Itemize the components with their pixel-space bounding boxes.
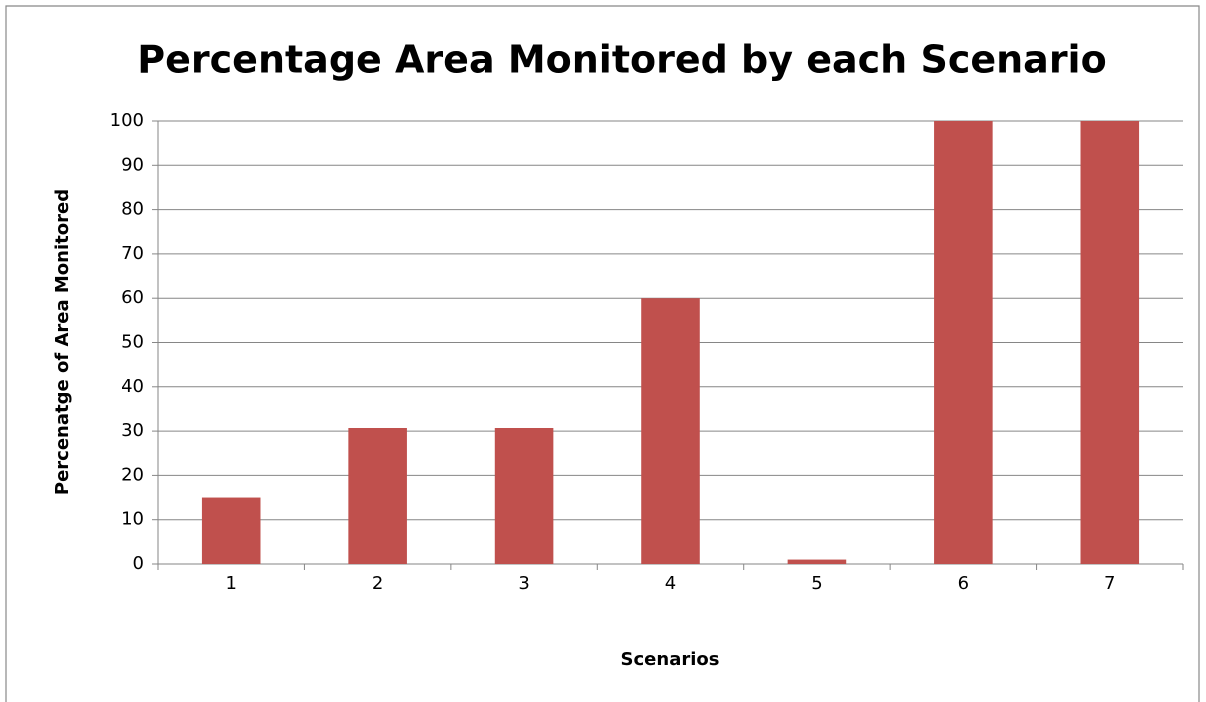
chart-title: Percentage Area Monitored by each Scenar… — [137, 38, 1106, 82]
y-tick-label: 0 — [133, 553, 144, 574]
x-tick-label: 2 — [372, 573, 383, 594]
bar — [348, 427, 407, 564]
x-tick-label: 6 — [958, 573, 969, 594]
y-tick-label: 60 — [121, 287, 144, 308]
x-tick-label: 4 — [665, 573, 676, 594]
y-tick-label: 100 — [110, 110, 144, 131]
bar — [201, 497, 261, 564]
bar — [641, 298, 700, 564]
bar — [934, 121, 993, 564]
x-tick-label: 3 — [518, 573, 529, 594]
x-tick-label: 7 — [1104, 573, 1115, 594]
y-tick-label: 90 — [121, 154, 144, 175]
y-tick-label: 50 — [121, 332, 144, 353]
y-tick-label: 40 — [121, 376, 144, 397]
y-tick-label: 20 — [121, 464, 144, 485]
x-axis-label: Scenarios — [621, 649, 720, 670]
x-tick-label: 1 — [225, 573, 236, 594]
y-tick-label: 10 — [121, 509, 144, 530]
x-tick-label: 5 — [811, 573, 822, 594]
y-axis-label: Percenatge of Area Monitored — [52, 189, 73, 495]
y-tick-label: 80 — [121, 199, 144, 220]
chart-border — [5, 5, 1200, 702]
bar — [787, 559, 847, 564]
bar — [1080, 121, 1140, 564]
bar — [494, 427, 554, 564]
y-tick-label: 70 — [121, 243, 144, 264]
y-tick-label: 30 — [121, 420, 144, 441]
